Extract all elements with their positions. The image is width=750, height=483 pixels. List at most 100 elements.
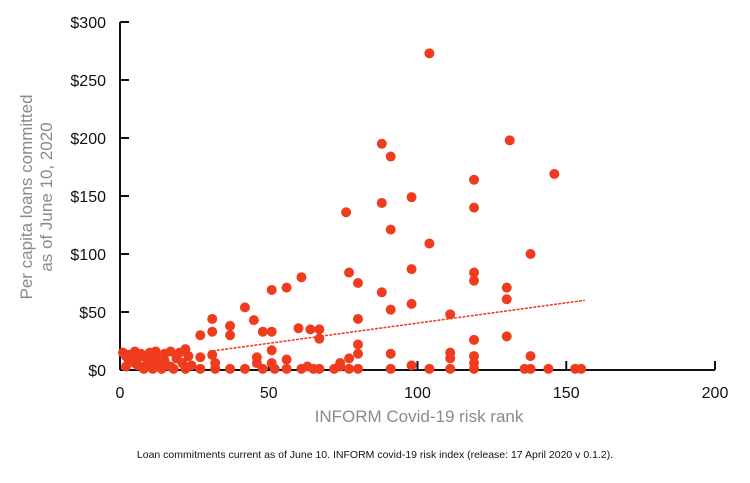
data-point: [207, 313, 218, 324]
data-point: [469, 275, 480, 286]
data-point: [156, 363, 167, 374]
data-point: [385, 348, 396, 359]
data-point: [525, 351, 536, 362]
trendline-group: [208, 299, 585, 353]
data-point: [314, 324, 325, 335]
data-point: [239, 363, 250, 374]
data-points: [117, 48, 587, 374]
data-point: [344, 267, 355, 278]
y-axis-title-line: Per capita loans committed: [17, 94, 36, 299]
data-point: [353, 313, 363, 324]
data-point: [335, 358, 346, 369]
data-point: [469, 363, 480, 374]
data-point: [406, 360, 417, 371]
data-point: [376, 197, 387, 208]
data-point: [195, 363, 206, 374]
y-tick-label: $200: [70, 131, 106, 148]
data-point: [445, 353, 456, 364]
data-point: [269, 363, 280, 374]
data-point: [281, 282, 292, 293]
data-point: [195, 330, 206, 341]
x-tick-label: 100: [404, 385, 431, 402]
data-point: [293, 323, 304, 334]
footnote: Loan commitments current as of June 10. …: [136, 449, 614, 461]
x-tick-label: 50: [260, 385, 278, 402]
data-point: [525, 363, 536, 374]
data-point: [353, 339, 363, 350]
data-point: [266, 345, 277, 356]
data-point: [257, 326, 268, 337]
data-point: [469, 174, 480, 185]
data-point: [225, 363, 236, 374]
y-tick-label: $50: [79, 305, 106, 322]
data-point: [207, 326, 218, 337]
data-point: [501, 294, 512, 305]
y-axis: $0 $50 $100 $150 $200 $250 $300: [70, 15, 129, 380]
data-point: [225, 320, 236, 331]
data-point: [445, 309, 456, 320]
data-point: [266, 284, 277, 295]
data-point: [305, 324, 316, 335]
x-tick-label: 0: [116, 385, 125, 402]
data-point: [257, 363, 268, 374]
y-tick-label: $0: [88, 363, 106, 380]
y-axis-title: Per capita loans committedas of June 10,…: [17, 94, 56, 299]
x-axis-title: INFORM Covid-19 risk rank: [315, 407, 524, 426]
data-point: [385, 304, 396, 315]
data-point: [165, 346, 176, 357]
data-point: [353, 278, 363, 288]
data-point: [543, 363, 554, 374]
data-point: [424, 363, 435, 374]
data-point: [376, 287, 387, 298]
data-point: [406, 298, 417, 309]
data-point: [353, 348, 363, 359]
data-point: [469, 351, 480, 362]
data-point: [549, 168, 560, 179]
data-point: [344, 363, 355, 374]
data-point: [525, 249, 536, 259]
data-point: [210, 358, 221, 369]
data-point: [207, 349, 218, 360]
y-tick-label: $100: [70, 247, 106, 264]
data-point: [445, 363, 456, 374]
data-point: [183, 351, 194, 362]
data-point: [376, 138, 387, 149]
data-point: [424, 238, 435, 249]
data-point: [353, 363, 363, 374]
data-point: [239, 302, 250, 313]
data-point: [576, 363, 587, 374]
data-point: [424, 48, 435, 59]
data-point: [281, 354, 292, 365]
data-point: [266, 326, 277, 337]
data-point: [385, 151, 396, 162]
data-point: [281, 363, 292, 374]
y-tick-label: $300: [70, 15, 106, 32]
x-axis: 0 50 100 150 200: [116, 361, 729, 402]
x-tick-label: 150: [553, 385, 580, 402]
data-point: [385, 363, 396, 374]
data-point: [469, 202, 480, 213]
data-point: [314, 333, 325, 344]
data-point: [385, 224, 396, 235]
data-point: [406, 264, 417, 275]
data-point: [501, 331, 512, 342]
data-point: [168, 363, 179, 374]
data-point: [504, 135, 515, 146]
data-point: [195, 352, 206, 363]
data-point: [501, 282, 512, 293]
data-point: [186, 360, 197, 371]
y-tick-label: $250: [70, 73, 106, 90]
data-point: [314, 363, 325, 374]
y-axis-title-line: as of June 10, 2020: [37, 122, 56, 271]
data-point: [225, 330, 236, 341]
data-point: [344, 353, 355, 364]
y-tick-label: $150: [70, 189, 106, 206]
data-point: [406, 192, 417, 203]
data-point: [341, 207, 352, 218]
data-point: [469, 267, 480, 278]
x-tick-label: 200: [702, 385, 729, 402]
data-point: [296, 272, 307, 283]
trendline: [208, 299, 585, 353]
data-point: [248, 315, 259, 326]
